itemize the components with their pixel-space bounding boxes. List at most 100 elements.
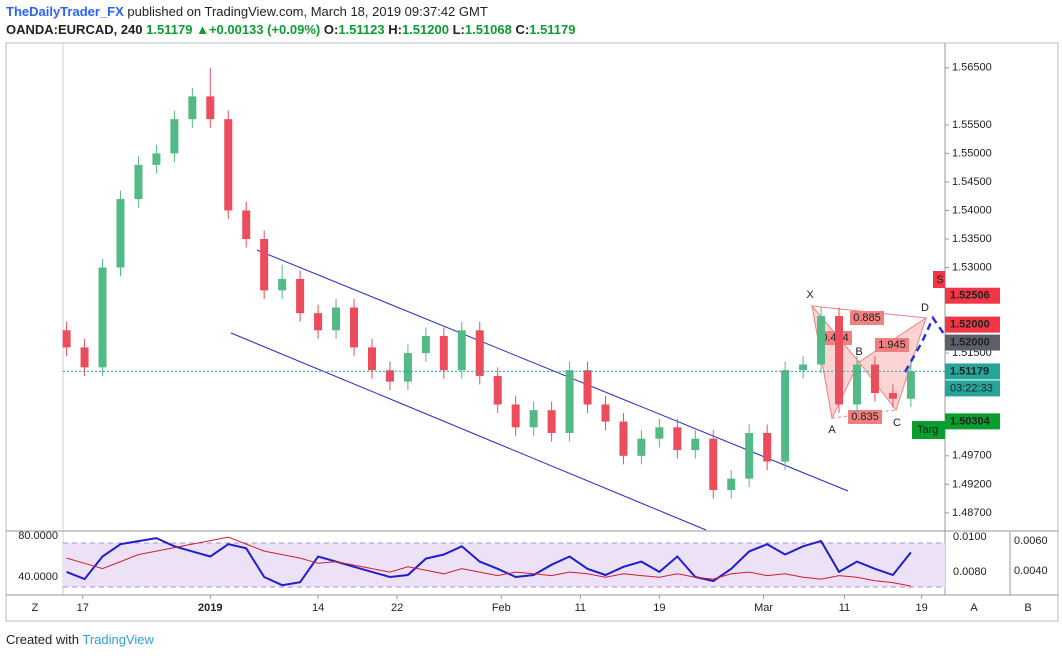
footer: Created with TradingView [6, 632, 154, 647]
x-tick-label: 14 [312, 602, 324, 614]
candle-body [260, 239, 269, 291]
chart: X A B C D 0.494 0.885 1.945 0.835 S Targ… [5, 42, 1059, 622]
candle-body [350, 307, 359, 348]
price-label-box [945, 287, 1000, 304]
candle-body [170, 119, 179, 154]
y-tick-label: 1.49700 [952, 450, 992, 462]
price-label: 1.51179 [950, 365, 989, 377]
c: 1.51179 [529, 22, 576, 37]
candle-body [637, 438, 646, 456]
candle-body [134, 164, 143, 200]
candle-body [565, 370, 574, 433]
stop-label: S [936, 274, 943, 286]
published: published on TradingView.com, March 18, … [127, 4, 488, 19]
y-tick-label: 1.53000 [952, 261, 992, 273]
channel-upper [256, 249, 849, 492]
x-tick-label: 11 [839, 602, 850, 614]
y-tick-label: 1.55000 [952, 147, 992, 159]
price-label: 1.52000 [950, 336, 990, 348]
ind-tick-label: 40.0000 [18, 571, 58, 583]
price-label: 1.52000 [950, 318, 990, 330]
a-button[interactable]: A [970, 602, 978, 614]
candle-body [224, 119, 233, 211]
ind-tick-label: 80.0000 [18, 530, 58, 542]
candle-body [691, 438, 700, 451]
point-b: B [855, 346, 862, 358]
header-line1: TheDailyTrader_FX published on TradingVi… [6, 4, 488, 19]
ratio-ac: 0.835 [851, 411, 879, 423]
candle-body [601, 404, 610, 422]
candle-body [475, 330, 484, 376]
ind-y3-tick-label: 0.0060 [1014, 535, 1048, 547]
candle-body [80, 347, 89, 368]
candle-body [511, 404, 520, 428]
candle-body [745, 433, 754, 479]
candle-body [188, 96, 197, 120]
ratio-xb: 0.494 [821, 332, 849, 344]
change: +0.00133 (+0.09%) [208, 22, 321, 37]
arrow: ▲ [196, 22, 209, 37]
candle-body [529, 410, 538, 428]
candle-body [98, 267, 107, 368]
candle-body [763, 433, 772, 462]
ratio-box [848, 410, 882, 424]
projection [903, 315, 946, 373]
x-tick-label: 17 [77, 602, 89, 614]
indicator-line [66, 537, 912, 587]
ratio-box [850, 311, 884, 325]
x-tick-label: 11 [575, 602, 586, 614]
candle-body [367, 347, 376, 371]
candle-body [493, 375, 502, 405]
y-tick-label: 1.55500 [952, 119, 992, 131]
price-label: 1.50304 [950, 415, 991, 427]
h: 1.51200 [401, 22, 449, 37]
candle-body [673, 427, 682, 451]
stop-box [933, 271, 945, 288]
brand[interactable]: TradingView [82, 632, 154, 647]
candle-body [583, 370, 592, 405]
ind-y2-tick-label: 0.0080 [953, 566, 987, 578]
price-label-box [945, 363, 1000, 380]
candle-body [547, 410, 556, 433]
x-tick-label: Feb [492, 602, 511, 614]
indicator-line [66, 536, 911, 587]
countdown-box [945, 380, 1000, 397]
y-tick-label: 1.54500 [952, 176, 992, 188]
l-label: L: [452, 22, 465, 37]
candle-body [62, 330, 71, 348]
candle-body [314, 313, 323, 331]
last: 1.51179 [146, 22, 193, 37]
y-tick-label: 1.56500 [952, 62, 992, 74]
candle-body [655, 427, 664, 439]
price-label-box [945, 334, 1000, 351]
candle-body [439, 336, 448, 371]
price-label-box [945, 413, 1000, 430]
created: Created with [6, 632, 79, 647]
ind-y2-tick-label: 0.0100 [953, 531, 987, 543]
author[interactable]: TheDailyTrader_FX [6, 4, 124, 19]
countdown: 03:22:33 [950, 382, 993, 394]
candle-body [421, 336, 430, 354]
point-a: A [828, 424, 836, 436]
target-label: Targ [917, 424, 938, 436]
candle-body [799, 364, 808, 371]
b-button[interactable]: B [1024, 602, 1031, 614]
candle-body [403, 353, 412, 382]
candle-body [385, 370, 394, 382]
z-button[interactable]: Z [32, 602, 39, 614]
indicator-band [63, 543, 945, 587]
ratio-box [875, 338, 909, 352]
candle-body [152, 153, 161, 165]
ind-y3-tick-label: 0.0040 [1014, 565, 1048, 577]
candle-body [888, 393, 897, 399]
point-c: C [893, 417, 901, 429]
candle-body [619, 421, 628, 456]
target-box [912, 421, 945, 439]
candle-body [457, 330, 466, 371]
candle-body [206, 96, 215, 120]
l: 1.51068 [464, 22, 512, 37]
price-label-box [945, 316, 1000, 333]
point-d: D [921, 302, 929, 314]
y-tick-label: 1.48700 [952, 507, 992, 519]
